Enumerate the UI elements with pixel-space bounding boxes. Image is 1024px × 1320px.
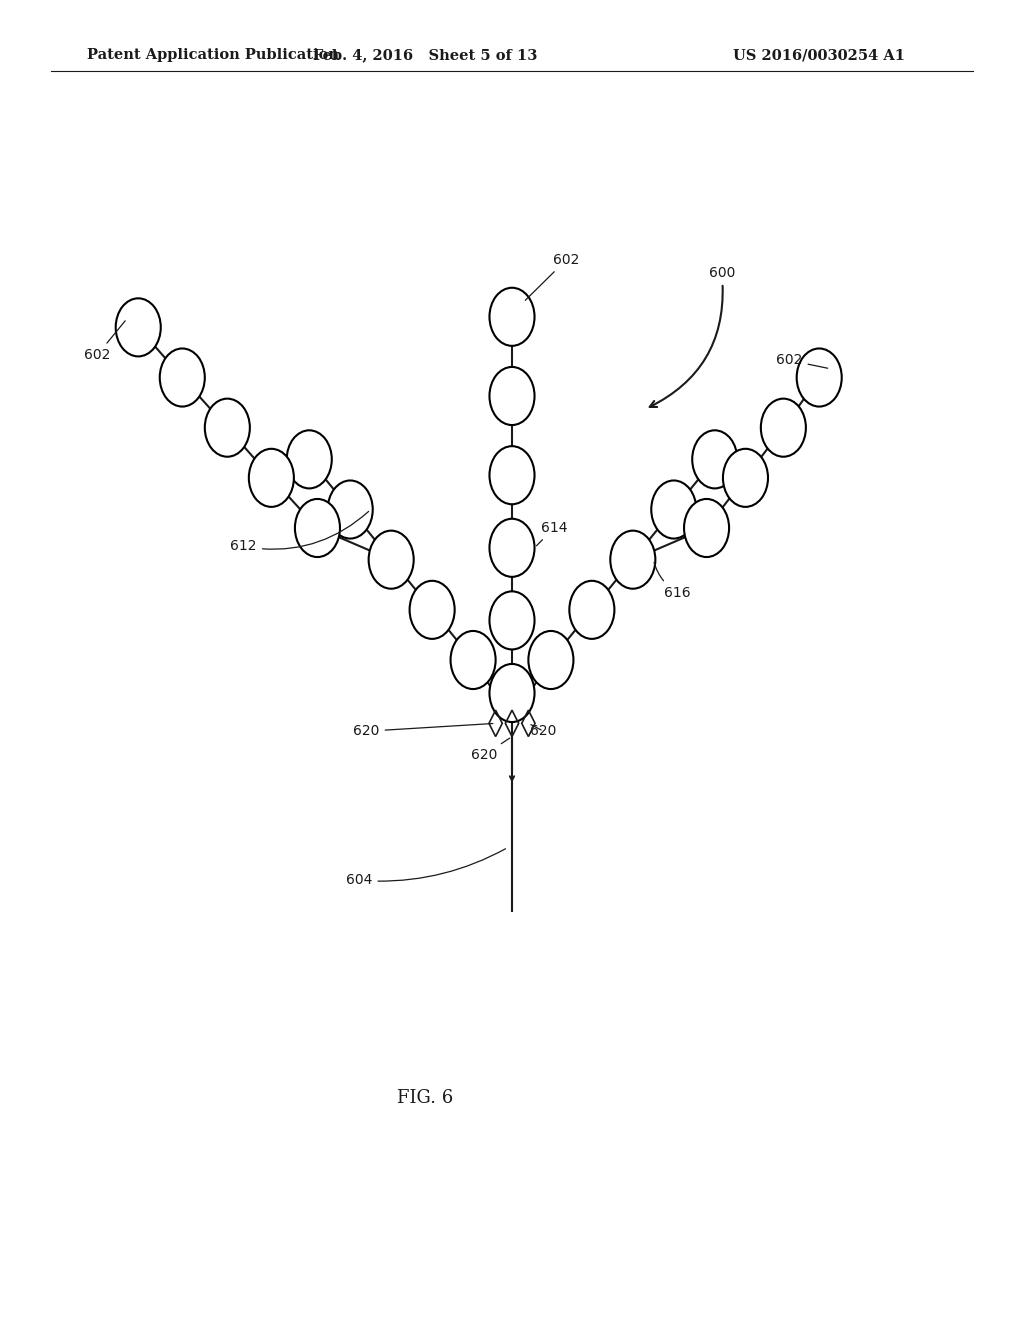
Circle shape xyxy=(369,531,414,589)
Circle shape xyxy=(489,591,535,649)
Circle shape xyxy=(287,430,332,488)
Circle shape xyxy=(528,631,573,689)
Circle shape xyxy=(205,399,250,457)
Text: 620: 620 xyxy=(530,725,557,738)
Circle shape xyxy=(684,499,729,557)
Circle shape xyxy=(651,480,696,539)
Circle shape xyxy=(116,298,161,356)
Circle shape xyxy=(489,288,535,346)
Circle shape xyxy=(451,631,496,689)
Text: 600: 600 xyxy=(649,267,735,407)
Circle shape xyxy=(610,531,655,589)
Circle shape xyxy=(723,449,768,507)
Text: 602: 602 xyxy=(776,354,827,368)
Circle shape xyxy=(569,581,614,639)
Text: Patent Application Publication: Patent Application Publication xyxy=(87,49,339,62)
Text: 612: 612 xyxy=(230,511,369,553)
Text: 604: 604 xyxy=(346,849,506,887)
Text: FIG. 6: FIG. 6 xyxy=(397,1089,453,1107)
Text: 620: 620 xyxy=(471,738,510,762)
Circle shape xyxy=(295,499,340,557)
Circle shape xyxy=(249,449,294,507)
Circle shape xyxy=(489,664,535,722)
Circle shape xyxy=(489,519,535,577)
Circle shape xyxy=(410,581,455,639)
Circle shape xyxy=(761,399,806,457)
Circle shape xyxy=(160,348,205,407)
Text: 602: 602 xyxy=(525,253,580,301)
Text: 602: 602 xyxy=(84,321,125,362)
Circle shape xyxy=(328,480,373,539)
Text: 614: 614 xyxy=(537,521,567,545)
Text: 616: 616 xyxy=(654,562,690,599)
Text: 620: 620 xyxy=(353,723,493,738)
Circle shape xyxy=(489,446,535,504)
Circle shape xyxy=(489,367,535,425)
Circle shape xyxy=(797,348,842,407)
Circle shape xyxy=(692,430,737,488)
Text: US 2016/0030254 A1: US 2016/0030254 A1 xyxy=(733,49,905,62)
Text: Feb. 4, 2016   Sheet 5 of 13: Feb. 4, 2016 Sheet 5 of 13 xyxy=(312,49,538,62)
